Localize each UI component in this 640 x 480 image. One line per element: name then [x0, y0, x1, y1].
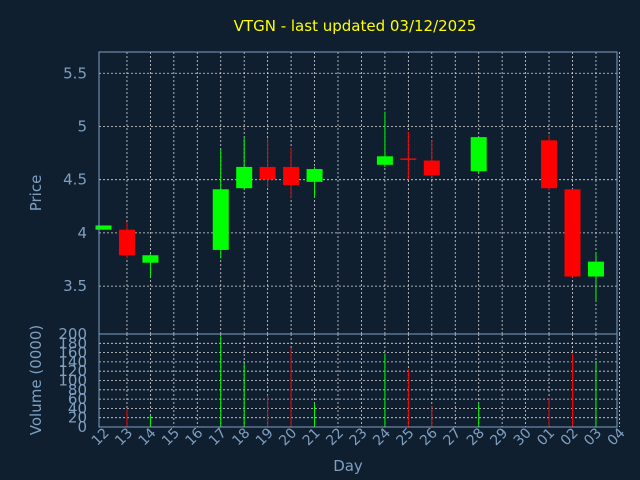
price-panel: 3.5 4 4.5 5 5.5 Price	[27, 51, 620, 335]
price-plot-frame	[98, 51, 618, 335]
x-tick-label: 25	[394, 425, 418, 449]
x-tick-label: 21	[300, 425, 324, 449]
x-tick-label: 22	[323, 425, 347, 449]
candle-body	[541, 140, 558, 189]
volume-tick-label: 200	[58, 325, 87, 343]
candle-body	[306, 169, 323, 182]
candle-body	[564, 189, 581, 277]
price-axis-label: Price	[27, 175, 45, 212]
candle-body	[400, 158, 417, 160]
x-tick-label: 16	[183, 425, 207, 449]
volume-plot-border	[98, 333, 618, 428]
candle-body	[470, 137, 487, 172]
volume-tick-label: 80	[68, 381, 87, 399]
candle-body	[95, 225, 112, 230]
x-tick-label: 29	[487, 425, 511, 449]
candle-body	[587, 261, 604, 277]
volume-tick-label: 60	[68, 390, 87, 408]
x-tick-label: 19	[253, 425, 277, 449]
x-tick-label: 04	[605, 425, 629, 449]
volume-tick-label: 180	[58, 334, 87, 352]
candle-body	[142, 255, 159, 263]
candle-body	[118, 229, 135, 256]
x-tick-label: 26	[417, 425, 441, 449]
x-tick-label: 18	[229, 425, 253, 449]
x-tick-label: 02	[558, 425, 582, 449]
candle-body	[376, 156, 393, 165]
x-tick-label: 30	[511, 425, 535, 449]
candle-body	[283, 166, 300, 186]
candle-body	[212, 189, 229, 250]
x-tick-label: 15	[159, 425, 183, 449]
price-tick-label: 4	[77, 224, 87, 242]
x-tick-label: 24	[370, 425, 394, 449]
chart-title: VTGN - last updated 03/12/2025	[234, 17, 477, 35]
volume-tick-label: 140	[58, 353, 87, 371]
x-tick-labels: 12 13 14 15 16 17 18 19 20 21 22 23 24 25 26 27 28 29 30 01…	[89, 425, 629, 449]
volume-axis-label: Volume (0000)	[27, 325, 45, 435]
volume-tick-label: 20	[68, 409, 87, 427]
x-tick-label: 14	[136, 425, 160, 449]
price-tick-label: 4.5	[63, 171, 87, 189]
candlestick-series	[95, 111, 604, 303]
volume-tick-label: 120	[58, 362, 87, 380]
volume-bar-series	[126, 336, 597, 427]
x-tick-label: 01	[534, 425, 558, 449]
price-tick-label: 3.5	[63, 277, 87, 295]
x-axis-label: Day	[333, 457, 363, 475]
x-tick-label: 13	[112, 425, 136, 449]
volume-tick-label: 100	[58, 372, 87, 390]
x-tick-label: 28	[464, 425, 488, 449]
price-tick-label: 5.5	[63, 64, 87, 82]
volume-tick-label: 160	[58, 344, 87, 362]
volume-tick-label: 0	[77, 418, 87, 436]
x-tick-label: 17	[206, 425, 230, 449]
x-tick-label: 23	[347, 425, 371, 449]
price-y-tick-labels: 3.5 4 4.5 5 5.5	[63, 64, 87, 295]
candle-body	[236, 166, 253, 189]
x-tick-label: 27	[440, 425, 464, 449]
x-tick-label: 20	[276, 425, 300, 449]
candle-body	[423, 160, 440, 176]
price-tick-label: 5	[77, 117, 87, 135]
volume-tick-label: 40	[68, 399, 87, 417]
x-tick-label: 03	[581, 425, 605, 449]
x-tick-label: 12	[89, 425, 113, 449]
candle-body	[259, 166, 276, 180]
